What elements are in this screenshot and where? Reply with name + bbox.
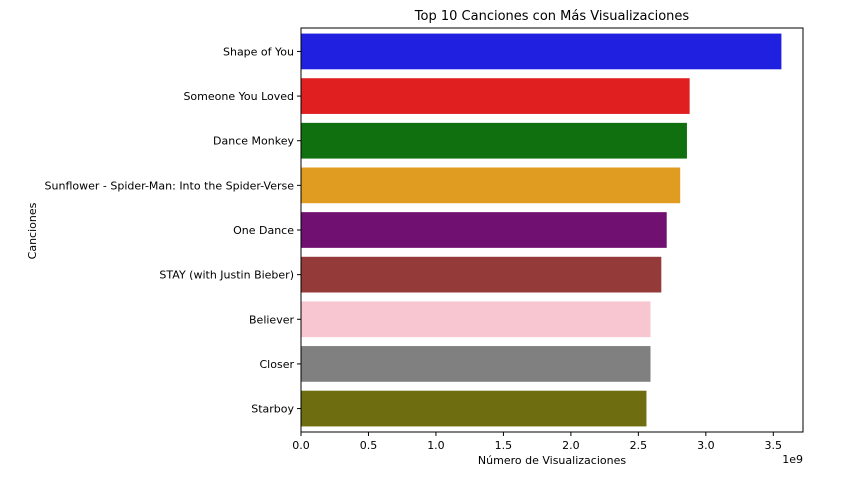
category-label: Believer — [249, 313, 294, 326]
x-tick-label: 3.5 — [765, 439, 783, 452]
bar — [301, 167, 681, 204]
bar — [301, 301, 651, 338]
chart-title: Top 10 Canciones con Más Visualizaciones — [414, 9, 690, 24]
bars-group — [301, 33, 782, 427]
category-label: One Dance — [233, 224, 294, 237]
x-tick-label: 0.5 — [360, 439, 378, 452]
x-tick-label: 1.0 — [427, 439, 445, 452]
category-label: Starboy — [251, 403, 294, 416]
x-ticks-group: 0.0 0.5 1.0 1.5 2.0 2.5 3.0 3.5 — [292, 432, 782, 452]
category-label: STAY (with Justin Bieber) — [159, 269, 294, 282]
category-label: Closer — [260, 358, 295, 371]
bar — [301, 390, 647, 427]
plot-frame — [300, 27, 804, 433]
category-label: Sunflower - Spider-Man: Into the Spider-… — [45, 179, 295, 192]
bar — [301, 212, 667, 248]
x-tick-label: 0.0 — [292, 439, 310, 452]
category-label: Dance Monkey — [213, 135, 294, 148]
x-tick-label: 2.0 — [562, 439, 580, 452]
bar — [301, 346, 651, 382]
category-labels-group: Shape of You Someone You Loved Dance Monke… — [45, 45, 301, 416]
x-tick-label: 3.0 — [697, 439, 715, 452]
bar — [301, 33, 782, 70]
bar — [301, 256, 662, 293]
y-axis-title: Canciones — [26, 202, 39, 259]
bar — [301, 78, 690, 114]
category-label: Shape of You — [223, 45, 294, 58]
category-label: Someone You Loved — [183, 90, 294, 103]
x-tick-label: 1.5 — [495, 439, 513, 452]
x-axis-offset-label: 1e9 — [782, 453, 803, 466]
x-tick-label: 2.5 — [630, 439, 648, 452]
bar — [301, 122, 687, 159]
x-axis-title: Número de Visualizaciones — [478, 454, 626, 467]
